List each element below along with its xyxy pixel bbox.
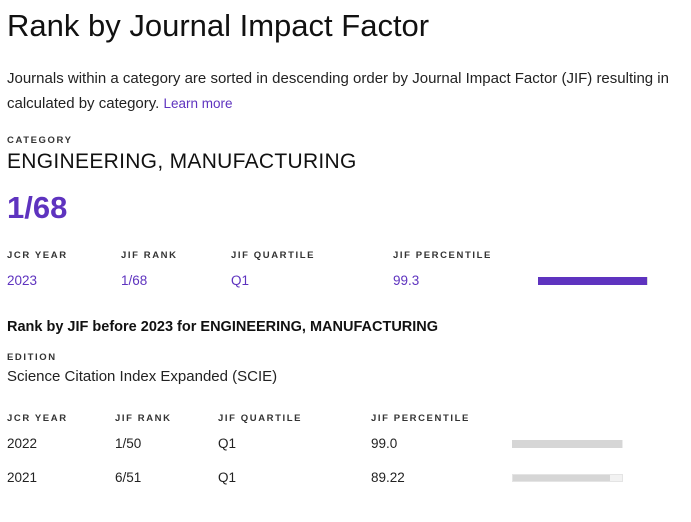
percentile-bar-fill [513,475,611,481]
row-quartile: Q1 [231,273,250,288]
header-jif-quartile: JIF QUARTILE [231,250,316,261]
row-percentile: 99.0 [371,436,398,451]
row-year: 2022 [7,436,38,451]
category-value: ENGINEERING, MANUFACTURING [7,150,357,173]
percentile-bar [512,440,623,448]
row-quartile: Q1 [218,436,237,451]
row-percentile: 99.3 [393,273,420,288]
row-quartile: Q1 [218,470,237,485]
percentile-bar [512,474,623,482]
page-title: Rank by Journal Impact Factor [7,8,430,43]
edition-value: Science Citation Index Expanded (SCIE) [7,368,278,385]
percentile-bar [538,277,648,285]
header-jif-percentile: JIF PERCENTILE [393,250,492,261]
category-rank: 1/68 [7,190,68,225]
row-percentile: 89.22 [371,470,405,485]
row-year: 2023 [7,273,38,288]
row-rank: 1/68 [121,273,148,288]
description-line-1: Journals within a category are sorted in… [7,70,669,87]
header-jif-percentile: JIF PERCENTILE [371,413,470,424]
row-rank: 6/51 [115,470,142,485]
header-jcr-year: JCR YEAR [7,250,68,261]
percentile-bar-fill [538,277,648,285]
header-jif-rank: JIF RANK [121,250,178,261]
header-jif-quartile: JIF QUARTILE [218,413,303,424]
description: Journals within a category are sorted in… [7,66,691,116]
category-label: CATEGORY [7,135,73,146]
percentile-bar-fill [512,440,622,448]
description-line-2: calculated by category. Learn more [7,91,691,116]
edition-label: EDITION [7,352,57,363]
row-year: 2021 [7,470,38,485]
description-end: calculated by category. [7,95,160,112]
learn-more-link[interactable]: Learn more [163,96,233,111]
header-jif-rank: JIF RANK [115,413,172,424]
header-jcr-year: JCR YEAR [7,413,68,424]
history-title: Rank by JIF before 2023 for ENGINEERING,… [7,319,439,335]
row-rank: 1/50 [115,436,142,451]
